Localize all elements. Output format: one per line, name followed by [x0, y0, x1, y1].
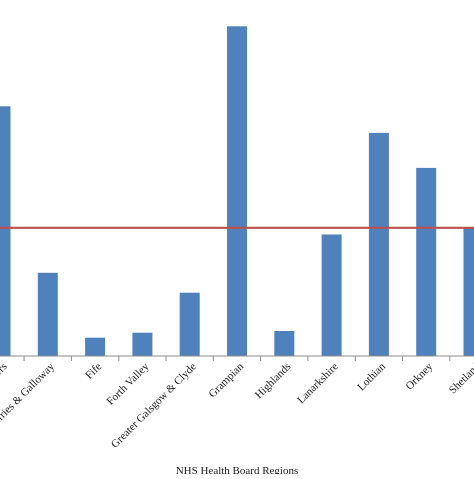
bar-4 — [132, 333, 152, 356]
x-axis-title: NHS Health Board Regions — [176, 465, 299, 474]
x-tick-label: Shetland — [447, 360, 474, 396]
x-tick-label: Lanarkshire — [295, 361, 341, 407]
bar-3 — [85, 338, 105, 356]
bar-5 — [180, 293, 200, 356]
x-tick-label: Borders — [0, 361, 10, 394]
x-tick-label: Lothian — [355, 360, 388, 393]
bar-7 — [274, 331, 294, 356]
bar-8 — [322, 235, 342, 357]
x-tick-label: Greater Galsgow & Clyde — [109, 361, 199, 451]
bar-2 — [38, 273, 58, 356]
x-tick-label: Grampian — [207, 360, 247, 400]
bar-9 — [369, 133, 389, 356]
x-tick-label: Forth Valley — [104, 360, 151, 407]
bar-11 — [464, 228, 474, 356]
x-tick-label: Dumfries & Galloway — [0, 360, 57, 438]
bar-6 — [227, 26, 247, 356]
bar-10 — [416, 168, 436, 356]
bar-1 — [0, 106, 11, 356]
x-tick-label: Fife — [83, 361, 104, 382]
bars-layer — [0, 26, 474, 356]
x-tick-label: Highlands — [253, 361, 293, 401]
x-tick-label: Orkney — [404, 360, 436, 392]
